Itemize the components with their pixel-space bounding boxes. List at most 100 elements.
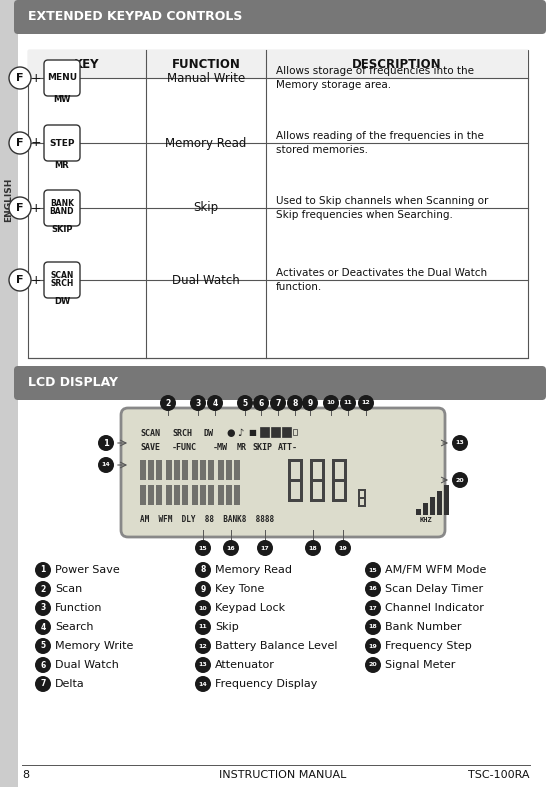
Text: Allows storage of frequencies into the
Memory storage area.: Allows storage of frequencies into the M… <box>276 66 474 90</box>
Circle shape <box>365 638 381 654</box>
Circle shape <box>195 638 211 654</box>
Text: Battery Balance Level: Battery Balance Level <box>215 641 337 651</box>
Bar <box>218 460 224 480</box>
Text: Function: Function <box>55 603 103 613</box>
Bar <box>344 482 347 499</box>
Text: 8: 8 <box>200 566 206 575</box>
Bar <box>208 485 214 505</box>
Text: +: + <box>31 274 41 286</box>
Circle shape <box>195 600 211 616</box>
Text: Skip: Skip <box>215 622 239 632</box>
Circle shape <box>223 540 239 556</box>
Text: 10: 10 <box>327 401 335 405</box>
Text: Allows reading of the frequencies in the
stored memories.: Allows reading of the frequencies in the… <box>276 131 484 155</box>
Bar <box>444 485 449 515</box>
Text: MR: MR <box>237 442 247 452</box>
Text: FUNCTION: FUNCTION <box>171 57 240 71</box>
Bar <box>310 482 313 499</box>
Bar <box>332 459 347 462</box>
Text: 13: 13 <box>199 663 207 667</box>
Text: Dual Watch: Dual Watch <box>55 660 119 670</box>
Text: BAND: BAND <box>50 208 74 216</box>
Text: LCD DISPLAY: LCD DISPLAY <box>28 376 118 390</box>
Bar <box>310 459 325 462</box>
Bar <box>182 485 188 505</box>
Text: Manual Write: Manual Write <box>167 72 245 84</box>
Text: 4: 4 <box>40 623 46 631</box>
Circle shape <box>452 472 468 488</box>
Bar <box>358 505 366 507</box>
Circle shape <box>270 395 286 411</box>
Bar <box>234 460 240 480</box>
Text: Memory Write: Memory Write <box>55 641 133 651</box>
Text: 9: 9 <box>307 398 313 408</box>
Text: 7: 7 <box>275 398 281 408</box>
Text: 17: 17 <box>369 605 377 611</box>
Circle shape <box>195 581 211 597</box>
Bar <box>332 482 335 499</box>
FancyBboxPatch shape <box>44 60 80 96</box>
Bar <box>430 497 435 515</box>
FancyBboxPatch shape <box>44 190 80 226</box>
Text: ATT-: ATT- <box>278 442 298 452</box>
Text: F: F <box>16 73 23 83</box>
Circle shape <box>35 676 51 692</box>
Bar <box>192 460 198 480</box>
Bar <box>28 50 528 358</box>
Bar <box>208 460 214 480</box>
Circle shape <box>35 600 51 616</box>
Bar <box>300 462 303 479</box>
Text: 17: 17 <box>260 545 269 550</box>
Bar <box>288 499 303 502</box>
Bar <box>364 499 366 505</box>
Text: Key Tone: Key Tone <box>215 584 264 594</box>
Text: MENU: MENU <box>47 73 77 83</box>
Circle shape <box>190 395 206 411</box>
Text: ♪: ♪ <box>237 428 244 438</box>
Bar <box>293 429 297 435</box>
Circle shape <box>452 435 468 451</box>
Bar <box>200 460 206 480</box>
Text: Used to Skip channels when Scanning or
Skip frequencies when Searching.: Used to Skip channels when Scanning or S… <box>276 196 488 220</box>
Text: 1: 1 <box>40 566 46 575</box>
Circle shape <box>195 619 211 635</box>
Circle shape <box>305 540 321 556</box>
Bar <box>166 485 172 505</box>
Text: -FUNC: -FUNC <box>172 442 197 452</box>
Bar <box>364 491 366 497</box>
Bar <box>310 479 325 482</box>
Text: AM/FM WFM Mode: AM/FM WFM Mode <box>385 565 486 575</box>
Text: 10: 10 <box>199 605 207 611</box>
Text: SRCH: SRCH <box>172 428 192 438</box>
FancyBboxPatch shape <box>44 125 80 161</box>
Circle shape <box>160 395 176 411</box>
Circle shape <box>35 562 51 578</box>
Text: SKIP: SKIP <box>252 442 272 452</box>
Circle shape <box>9 269 31 291</box>
Text: Channel Indicator: Channel Indicator <box>385 603 484 613</box>
Text: 20: 20 <box>369 663 377 667</box>
Bar <box>332 479 347 482</box>
Text: 16: 16 <box>369 586 377 592</box>
Bar <box>271 427 280 437</box>
Text: EXTENDED KEYPAD CONTROLS: EXTENDED KEYPAD CONTROLS <box>28 10 242 24</box>
Bar <box>218 485 224 505</box>
Text: 2: 2 <box>40 585 46 593</box>
Circle shape <box>365 619 381 635</box>
Bar <box>140 460 146 480</box>
Text: 3: 3 <box>195 398 200 408</box>
Text: 15: 15 <box>199 545 207 550</box>
Circle shape <box>257 540 273 556</box>
Text: Signal Meter: Signal Meter <box>385 660 455 670</box>
Circle shape <box>9 67 31 89</box>
Text: DW: DW <box>54 297 70 306</box>
Bar <box>288 459 303 462</box>
Circle shape <box>340 395 356 411</box>
Circle shape <box>365 562 381 578</box>
Bar <box>358 497 366 499</box>
Bar <box>288 462 291 479</box>
Bar <box>226 485 232 505</box>
Circle shape <box>287 395 303 411</box>
Bar <box>322 482 325 499</box>
Text: Memory Read: Memory Read <box>215 565 292 575</box>
